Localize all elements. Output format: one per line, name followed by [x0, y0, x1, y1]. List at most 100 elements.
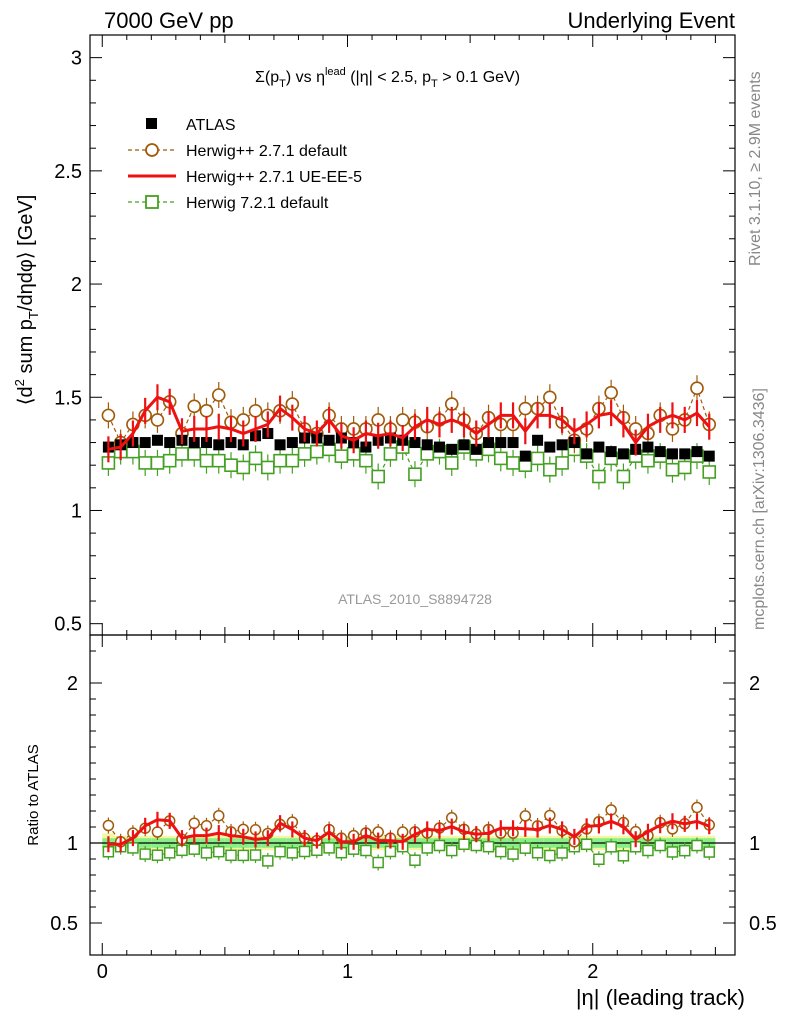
atlas-point [679, 448, 691, 460]
ratio-herwig7-line [108, 843, 710, 864]
ratio-series-layer [102, 799, 715, 871]
ratio-herwig7-point [323, 842, 335, 854]
ylabel-subT: T [26, 311, 41, 319]
series-layer [101, 375, 717, 490]
ratio-herwig7-point [421, 842, 433, 854]
ratio-herwig7-point [654, 839, 666, 852]
herwig7-point [162, 453, 177, 468]
ylabel-sup2: 2 [12, 379, 27, 386]
atlas-point [188, 437, 200, 449]
herwig7-point [371, 469, 385, 484]
herwig7-point [138, 456, 152, 470]
herwig7-point [493, 451, 508, 466]
atlas-point [544, 441, 556, 453]
atlas-point [495, 437, 507, 449]
atlas-point [605, 446, 617, 458]
atlas-point [691, 446, 703, 458]
atlas-point [556, 439, 568, 451]
atlas-point [654, 446, 666, 458]
ratio-herwig7-point [445, 844, 458, 857]
legend-hwpp-ueee5-label: Herwig++ 2.7.1 UE-EE-5 [186, 169, 362, 186]
ratio-herwig7-point [593, 853, 605, 865]
herwig7-point [334, 449, 349, 463]
herwig7-point [506, 456, 520, 470]
herwig7-point [616, 469, 631, 484]
atlas-point [139, 437, 151, 449]
ratio-herwig7-point [286, 847, 299, 859]
atlas-point [642, 441, 654, 453]
ylabel-a: ⟨d [15, 386, 37, 405]
title-sigma: Σ(p [255, 69, 279, 86]
atlas-point [286, 437, 298, 449]
y-tick-label: 0.5 [54, 614, 82, 636]
atlas-point [274, 439, 286, 451]
y-tick-label: 3 [71, 48, 82, 70]
atlas-point [483, 437, 495, 449]
ratio-tick-label-right: 2 [749, 673, 760, 695]
ratio-tick-label-left: 1 [67, 833, 78, 855]
herwigpp-default-point [101, 408, 116, 423]
title-cut2: > 0.1 GeV) [438, 69, 520, 86]
ratio-herwig7-point [703, 846, 715, 858]
atlas-point [617, 448, 629, 460]
herwigpp-default-point [690, 381, 704, 396]
y-tick-label: 1 [71, 500, 82, 522]
herwig7-point [310, 444, 324, 459]
ratio-herwig7-point [482, 840, 495, 853]
herwig7-point [175, 447, 189, 461]
ratio-frame [89, 634, 736, 956]
herwig7-point [359, 453, 373, 468]
ratio-herwig7-point [519, 842, 532, 854]
atlas-point [470, 443, 482, 455]
atlas-point [581, 448, 593, 460]
herwigpp-default-point [604, 385, 618, 400]
ratio-y-axis-label: Ratio to ATLAS [25, 744, 42, 845]
ylabel-c: /dηdφ⟩ [GeV] [15, 195, 37, 311]
herwigpp-default-point [199, 404, 214, 418]
ratio-herwig7-point [163, 847, 176, 859]
ratio-herwig7-point [642, 844, 654, 857]
ratio-herwig7-point [274, 845, 286, 858]
title-cut1: (|η| < 2.5, p [346, 69, 431, 86]
herwigpp-default-point [211, 388, 226, 402]
atlas-point [532, 434, 544, 446]
ratio-herwig7-point [617, 850, 630, 862]
atlas-point [323, 434, 335, 446]
title-vs: ) vs η [286, 69, 325, 86]
ratio-herwig7-point [262, 855, 274, 867]
ratio-herwigpp-default-point [519, 810, 532, 822]
chart-title: Σ(pT) vs ηlead (|η| < 2.5, pT > 0.1 GeV) [255, 66, 520, 90]
atlas-point [446, 443, 458, 455]
y-tick-label: 1.5 [54, 387, 82, 409]
atlas-point [164, 437, 176, 449]
ratio-herwigpp-default-point [102, 819, 115, 832]
herwig7-point [592, 469, 606, 484]
legend: ATLAS Herwig++ 2.7.1 default Herwig++ 2.… [128, 117, 362, 212]
ratio-herwig7-point [249, 849, 262, 861]
herwig7-point [285, 453, 300, 468]
ratio-herwigpp-default-point [213, 809, 225, 822]
ratio-tick-label-right: 0.5 [749, 913, 777, 935]
ratio-herwig7-point [495, 845, 507, 858]
atlas-point [225, 437, 237, 449]
x-tick-label: 0 [97, 961, 108, 983]
atlas-point [213, 439, 225, 451]
ratio-herwig7-point [580, 838, 593, 851]
ratio-herwigpp-default-point [691, 801, 703, 814]
herwigpp-default-point [518, 401, 533, 416]
legend-atlas-label: ATLAS [186, 117, 236, 134]
herwigpp-default-point [150, 413, 165, 427]
ratio-herwigpp-ueee5-line [108, 818, 710, 846]
ratio-herwig7-point [360, 844, 372, 857]
legend-hwpp-default-marker [145, 143, 159, 157]
atlas-point [507, 437, 519, 449]
rivet-label: Rivet 3.1.10, ≥ 2.9M events [747, 71, 764, 266]
atlas-point [360, 441, 372, 453]
y-axis-label: ⟨d2 sum pT/dηdφ⟩ [GeV] [12, 195, 41, 406]
ratio-herwigpp-default-point [188, 817, 200, 830]
herwig7-point [261, 460, 275, 475]
legend-hw7-marker [145, 195, 159, 209]
atlas-point [593, 441, 605, 453]
ratio-herwig7-point [433, 839, 446, 852]
